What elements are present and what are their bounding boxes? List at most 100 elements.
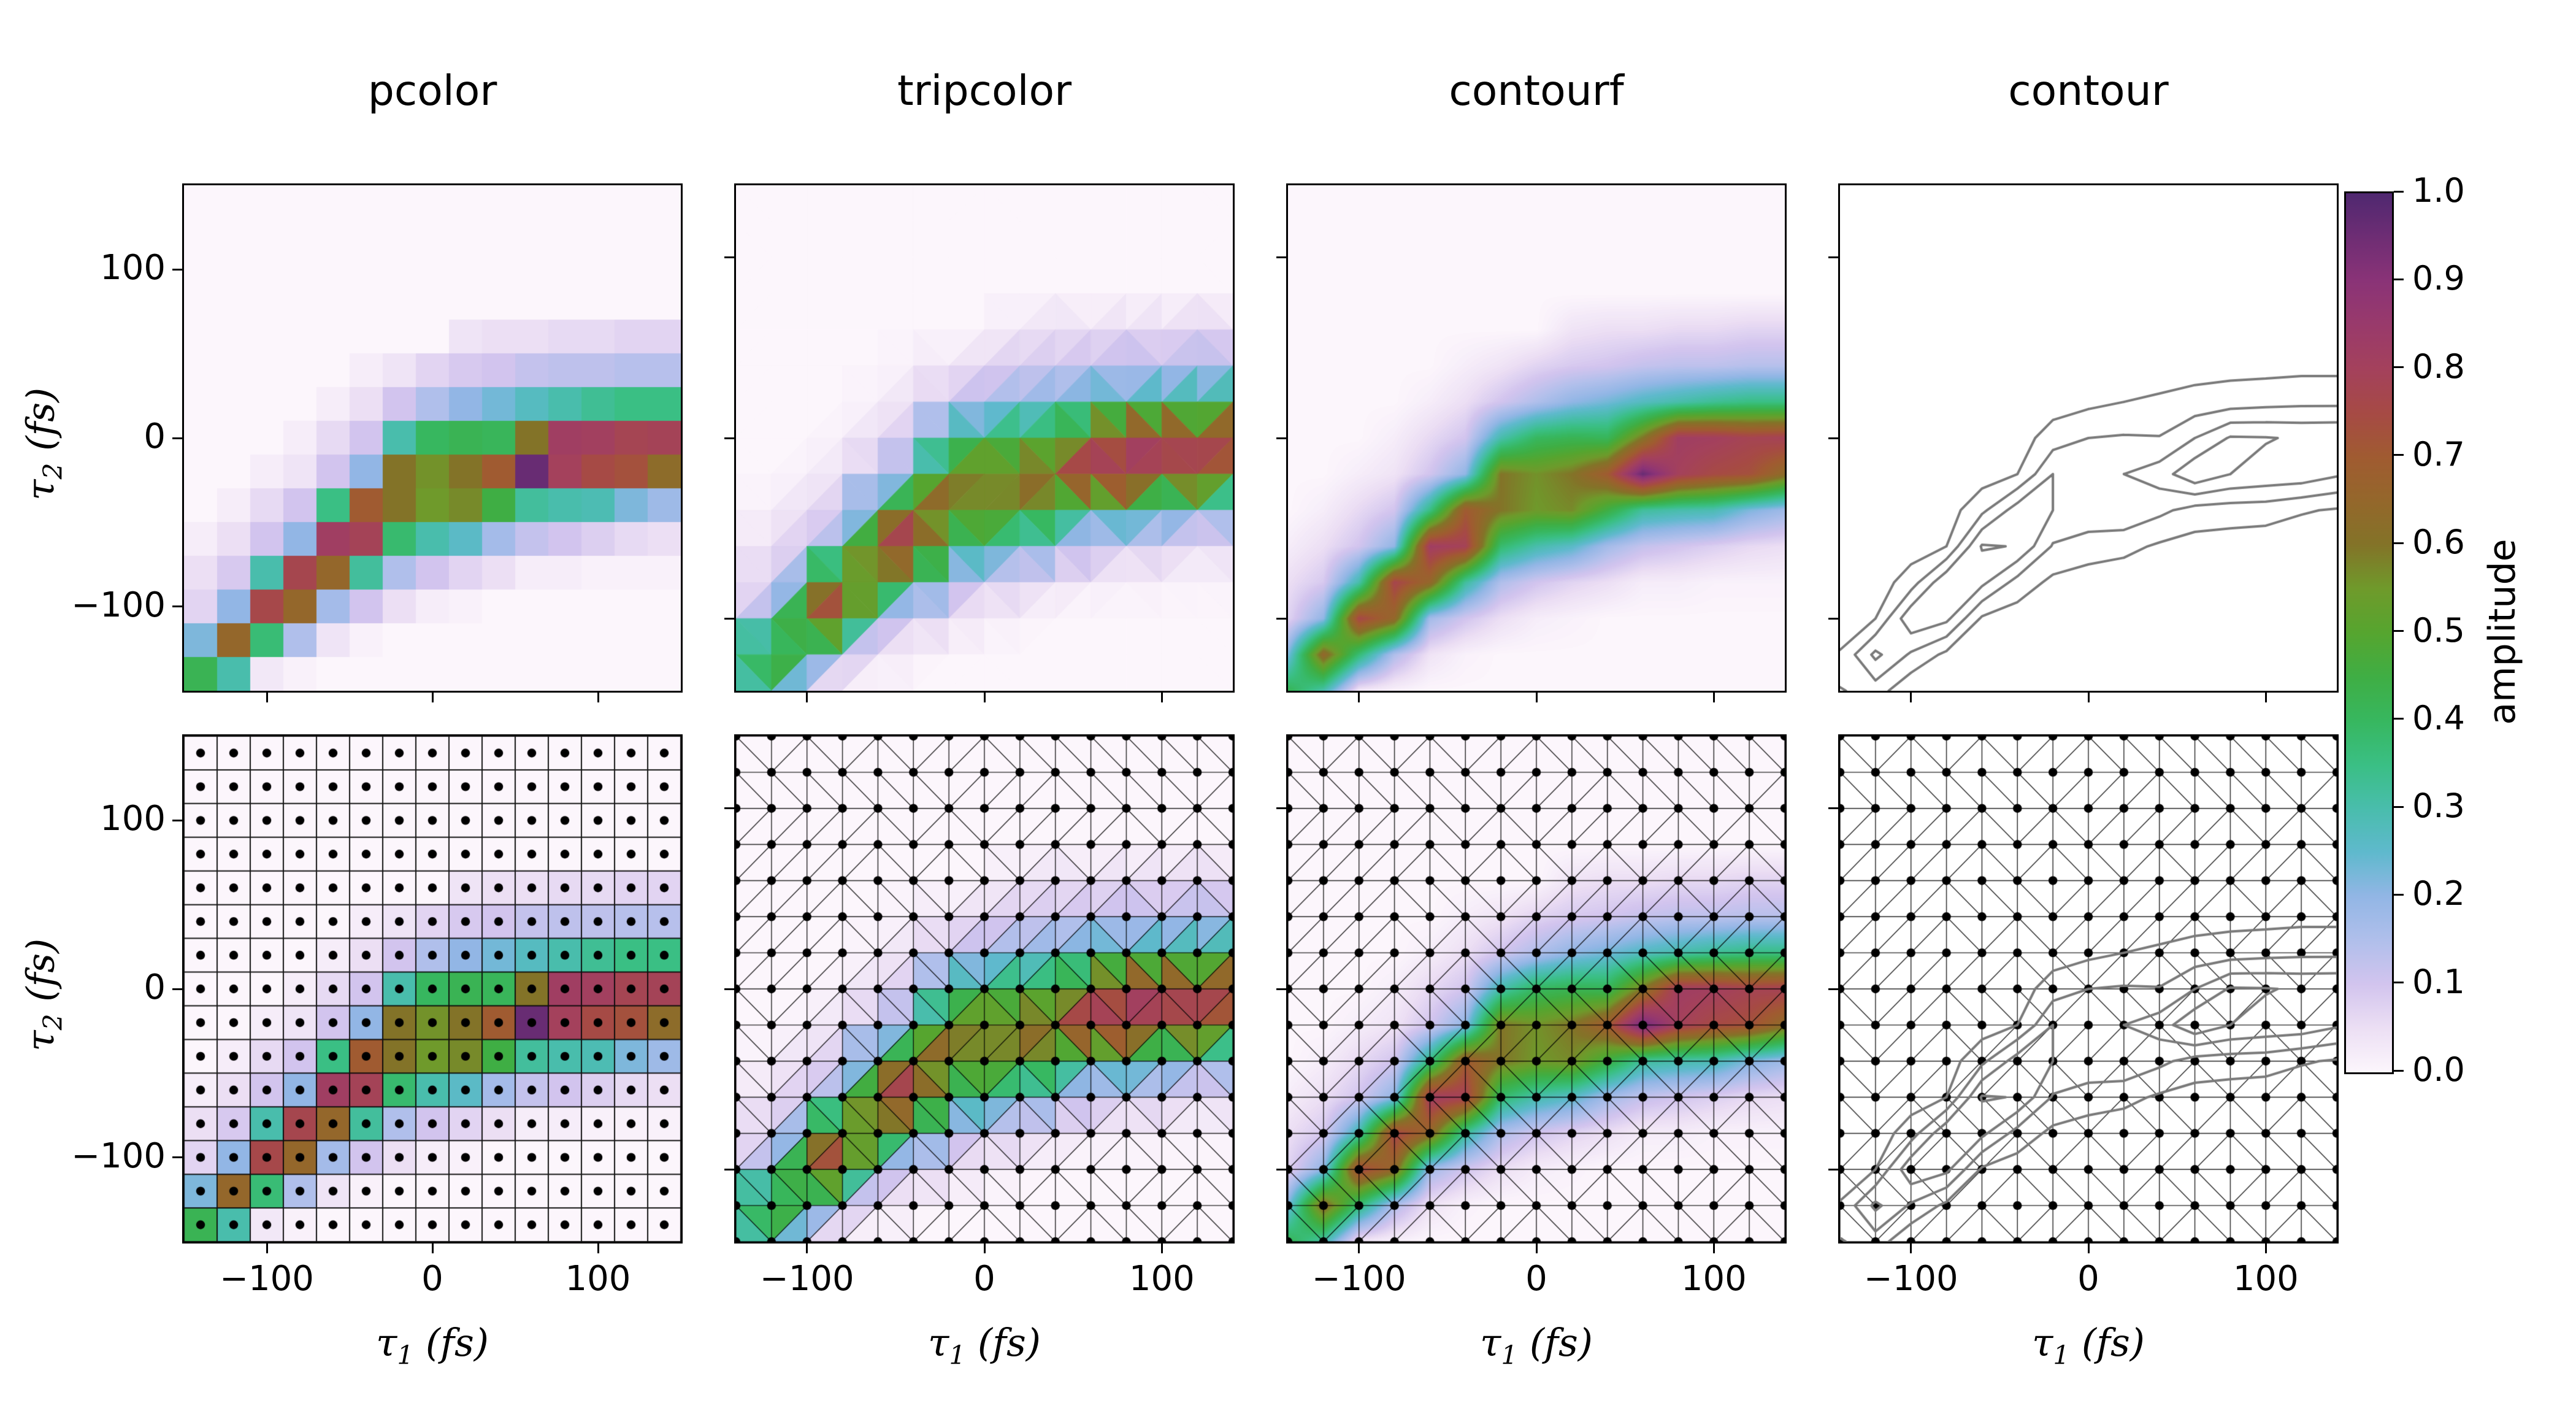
- colorbar-tick-label: 0.3: [2412, 786, 2465, 826]
- x-axis-subscript: 1: [949, 1340, 966, 1370]
- y-tick-mark: [1828, 807, 1838, 810]
- colorbar-tick-label: 0.0: [2412, 1050, 2465, 1090]
- x-tick-mark: [806, 693, 808, 702]
- x-axis-symbol: τ: [1480, 1320, 1501, 1365]
- y-tick-label: −100: [71, 585, 166, 625]
- x-tick-mark: [2264, 693, 2267, 702]
- x-tick-mark: [1535, 1243, 1538, 1253]
- y-tick-mark: [1276, 256, 1286, 259]
- x-tick-mark: [1160, 1243, 1163, 1253]
- x-tick-label: 0: [2077, 1259, 2099, 1299]
- canvas-contourf-plain: [1288, 185, 1785, 691]
- y-tick-label: −100: [71, 1136, 166, 1176]
- y-tick-mark: [1828, 256, 1838, 259]
- y-tick-label: 0: [144, 416, 166, 456]
- x-tick-mark: [1910, 693, 1912, 702]
- x-tick-mark: [266, 693, 268, 702]
- colorbar-tick-label: 0.7: [2412, 435, 2465, 474]
- y-tick-mark: [172, 1156, 182, 1159]
- x-tick-label: 100: [565, 1259, 631, 1299]
- colorbar-tick-mark: [2394, 190, 2404, 193]
- x-axis-symbol: τ: [376, 1320, 397, 1365]
- x-axis-label-pcolor: τ1 (fs): [184, 1320, 681, 1370]
- x-axis-unit: (fs): [2069, 1320, 2145, 1365]
- x-axis-label-tripcolor: τ1 (fs): [736, 1320, 1233, 1370]
- colorbar: [2344, 191, 2394, 1074]
- x-tick-mark: [983, 693, 986, 702]
- y-tick-mark: [172, 437, 182, 439]
- y-tick-mark: [1828, 1168, 1838, 1170]
- canvas-contourf-mesh: [1288, 736, 1785, 1242]
- y-axis-symbol: τ: [18, 1030, 63, 1051]
- y-tick-mark: [724, 617, 734, 620]
- x-tick-mark: [2264, 1243, 2267, 1253]
- panel-pcolor-mesh: [182, 734, 683, 1243]
- y-tick-mark: [1276, 1168, 1286, 1170]
- y-tick-mark: [724, 988, 734, 990]
- x-tick-mark: [431, 693, 434, 702]
- x-tick-mark: [983, 1243, 986, 1253]
- x-axis-subscript: 1: [1501, 1340, 1518, 1370]
- x-tick-mark: [1712, 693, 1715, 702]
- y-tick-mark: [724, 437, 734, 439]
- x-axis-label-contour: τ1 (fs): [1840, 1320, 2337, 1370]
- y-tick-mark: [172, 819, 182, 821]
- canvas-pcolor-plain: [184, 185, 681, 691]
- x-tick-mark: [597, 1243, 599, 1253]
- y-tick-mark: [1276, 617, 1286, 620]
- panel-title-pcolor: pcolor: [367, 67, 497, 115]
- x-axis-symbol: τ: [2032, 1320, 2053, 1365]
- x-axis-unit: (fs): [413, 1320, 489, 1365]
- x-axis-subscript: 1: [2053, 1340, 2070, 1370]
- colorbar-tick-mark: [2394, 454, 2404, 456]
- x-axis-subscript: 1: [397, 1340, 414, 1370]
- x-tick-mark: [1358, 1243, 1360, 1253]
- x-tick-label: −100: [1311, 1259, 1406, 1299]
- colorbar-tick-label: 0.4: [2412, 699, 2465, 738]
- colorbar-tick-label: 0.8: [2412, 347, 2465, 386]
- colorbar-tick-mark: [2394, 982, 2404, 984]
- x-tick-label: 100: [2233, 1259, 2299, 1299]
- canvas-contour-mesh: [1840, 736, 2337, 1242]
- x-axis-symbol: τ: [928, 1320, 949, 1365]
- y-tick-mark: [724, 1168, 734, 1170]
- y-axis-subscript: 2: [37, 1013, 68, 1031]
- x-tick-mark: [1910, 1243, 1912, 1253]
- colorbar-tick-label: 0.2: [2412, 874, 2465, 913]
- x-axis-unit: (fs): [965, 1320, 1041, 1365]
- y-axis-symbol: τ: [18, 479, 63, 501]
- colorbar-tick-label: 0.5: [2412, 610, 2465, 650]
- colorbar-label: amplitude: [2481, 539, 2524, 725]
- panel-contour-plain: [1838, 183, 2339, 693]
- x-tick-label: 100: [1681, 1259, 1747, 1299]
- y-tick-mark: [172, 605, 182, 608]
- y-tick-label: 100: [100, 799, 166, 839]
- x-tick-mark: [2087, 1243, 2090, 1253]
- panel-contour-mesh: [1838, 734, 2339, 1243]
- canvas-tripcolor-plain: [736, 185, 1233, 691]
- colorbar-tick-mark: [2394, 542, 2404, 544]
- y-tick-mark: [1276, 807, 1286, 810]
- canvas-contour-plain: [1840, 185, 2337, 691]
- x-axis-label-contourf: τ1 (fs): [1288, 1320, 1785, 1370]
- x-tick-mark: [266, 1243, 268, 1253]
- x-tick-mark: [597, 693, 599, 702]
- y-tick-mark: [1828, 988, 1838, 990]
- colorbar-tick-mark: [2394, 718, 2404, 720]
- colorbar-tick-mark: [2394, 805, 2404, 808]
- y-tick-mark: [724, 807, 734, 810]
- x-tick-label: 0: [973, 1259, 995, 1299]
- x-tick-label: 0: [1525, 1259, 1547, 1299]
- x-tick-mark: [1160, 693, 1163, 702]
- x-tick-label: −100: [1863, 1259, 1958, 1299]
- panel-title-contour: contour: [2008, 67, 2169, 115]
- y-tick-label: 100: [100, 248, 166, 288]
- panel-tripcolor-plain: [734, 183, 1235, 693]
- x-tick-mark: [1358, 693, 1360, 702]
- colorbar-tick-mark: [2394, 366, 2404, 369]
- x-tick-mark: [1712, 1243, 1715, 1253]
- x-tick-label: 0: [421, 1259, 443, 1299]
- panel-tripcolor-mesh: [734, 734, 1235, 1243]
- panel-title-tripcolor: tripcolor: [897, 67, 1072, 115]
